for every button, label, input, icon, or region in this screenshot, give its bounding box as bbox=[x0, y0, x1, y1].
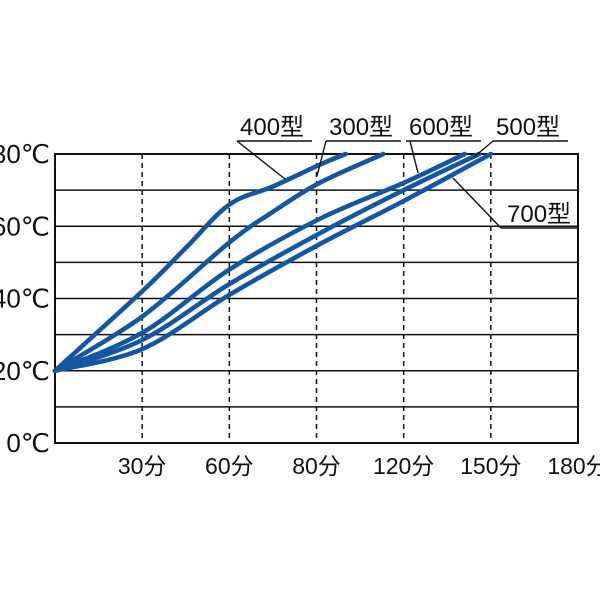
x-axis-label-80分: 80分 bbox=[292, 453, 341, 479]
x-axis-label-30分: 30分 bbox=[118, 453, 167, 479]
x-axis-label-150分: 150分 bbox=[460, 453, 521, 479]
annotation-leader-400型 bbox=[236, 140, 286, 180]
x-axis-label-60分: 60分 bbox=[205, 453, 254, 479]
y-axis-label-80: 80℃ bbox=[0, 139, 50, 169]
annotation-700型: 700型 bbox=[452, 177, 577, 229]
annotation-leader-500型 bbox=[473, 140, 494, 158]
x-axis-label-180分: 180分 bbox=[547, 453, 600, 479]
annotation-400型: 400型 bbox=[236, 114, 312, 180]
annotation-500型: 500型 bbox=[473, 114, 568, 158]
annotation-label-400型: 400型 bbox=[240, 114, 304, 141]
annotation-600型: 600型 bbox=[406, 114, 481, 174]
annotation-label-700型: 700型 bbox=[507, 201, 571, 228]
annotation-leader-300型 bbox=[316, 140, 327, 177]
annotation-leader-600型 bbox=[409, 140, 419, 174]
annotation-label-300型: 300型 bbox=[329, 114, 393, 141]
series-curve-500型 bbox=[52, 151, 482, 374]
series-curve-600型 bbox=[52, 151, 467, 374]
plot-border bbox=[54, 153, 579, 444]
x-axis-label-120分: 120分 bbox=[373, 453, 434, 479]
y-axis-label-20: 20℃ bbox=[0, 356, 50, 386]
series-curve-700型 bbox=[52, 151, 494, 374]
annotation-label-500型: 500型 bbox=[496, 114, 560, 141]
y-axis-label-60: 60℃ bbox=[0, 211, 50, 241]
y-axis-label-40: 40℃ bbox=[0, 284, 50, 314]
y-axis-label-0: 0℃ bbox=[6, 428, 50, 458]
annotation-label-600型: 600型 bbox=[409, 114, 473, 141]
annotation-300型: 300型 bbox=[316, 114, 401, 177]
series-curve-300型 bbox=[52, 151, 386, 374]
annotation-leader-700型 bbox=[452, 177, 502, 229]
